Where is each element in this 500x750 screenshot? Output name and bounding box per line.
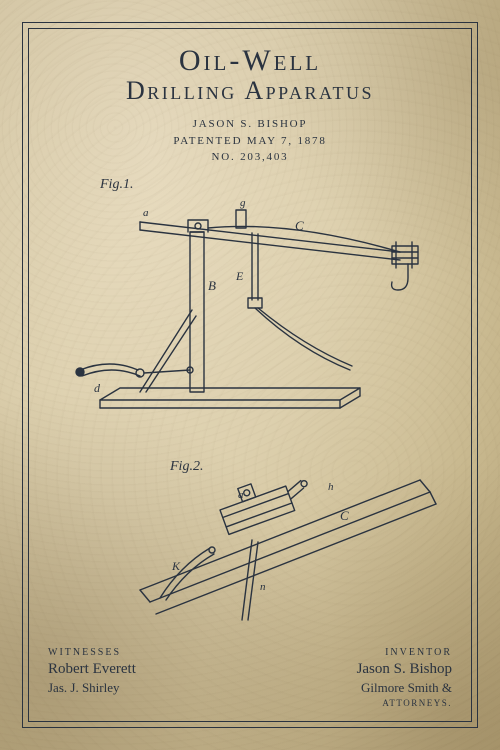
header-meta: JASON S. BISHOP PATENTED MAY 7, 1878 NO.… (0, 116, 500, 166)
patent-date: PATENTED MAY 7, 1878 (0, 133, 500, 150)
patent-drawing: Fig.1. (40, 170, 460, 630)
svg-text:a: a (238, 489, 244, 501)
svg-text:n: n (260, 581, 266, 593)
witnesses-block: WITNESSES Robert Everett Jas. J. Shirley (48, 647, 230, 708)
patent-number: NO. 203,403 (0, 149, 500, 166)
svg-text:h: h (328, 481, 334, 493)
witness-signature-1: Robert Everett (48, 660, 230, 678)
title-line1: Oil-Well (0, 44, 500, 78)
inventor-block: INVENTOR Jason S. Bishop Gilmore Smith &… (270, 647, 452, 708)
svg-text:C: C (340, 508, 349, 523)
header: Oil-Well Drilling Apparatus JASON S. BIS… (0, 44, 500, 166)
attorneys-label: ATTORNEYS. (270, 698, 452, 708)
attorney-signature: Gilmore Smith & (270, 680, 452, 696)
fig1-label: Fig.1. (99, 177, 133, 192)
inventor-name: JASON S. BISHOP (0, 116, 500, 133)
svg-text:B: B (208, 278, 216, 293)
footer: WITNESSES Robert Everett Jas. J. Shirley… (48, 647, 452, 708)
svg-text:C: C (295, 218, 304, 233)
patent-page: Oil-Well Drilling Apparatus JASON S. BIS… (0, 0, 500, 750)
svg-text:g: g (240, 197, 246, 209)
inventor-label: INVENTOR (270, 647, 452, 658)
title-line2: Drilling Apparatus (0, 76, 500, 106)
figures-area: Fig.1. (40, 170, 460, 630)
witness-signature-2: Jas. J. Shirley (48, 680, 230, 696)
svg-text:a: a (143, 207, 149, 219)
witnesses-label: WITNESSES (48, 647, 230, 658)
inventor-signature: Jason S. Bishop (270, 660, 452, 678)
svg-text:E: E (235, 269, 244, 283)
fig2-label: Fig.2. (169, 459, 203, 474)
svg-text:K: K (171, 559, 181, 573)
svg-text:d: d (94, 381, 101, 395)
